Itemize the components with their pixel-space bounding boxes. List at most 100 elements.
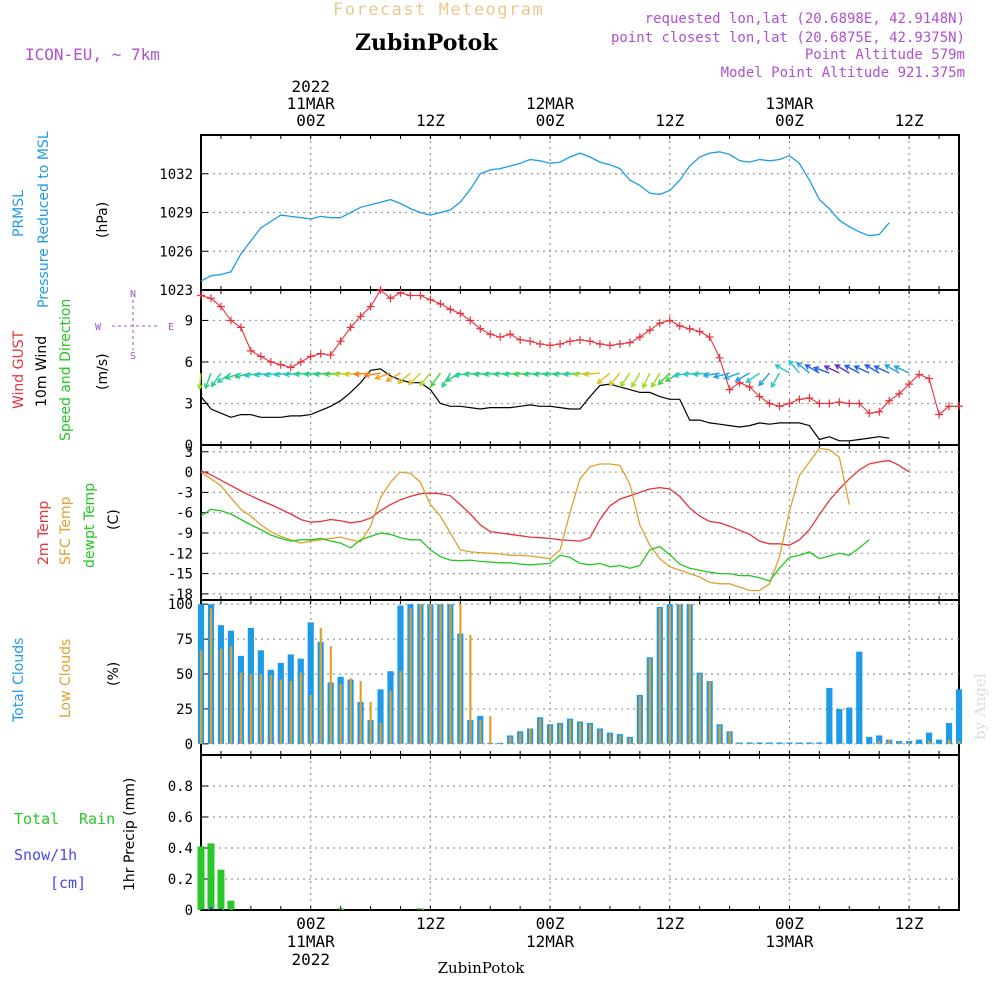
low-cloud-bar bbox=[549, 725, 552, 744]
gust-marker bbox=[546, 341, 555, 350]
gust-marker bbox=[386, 294, 395, 303]
wind-arrow bbox=[204, 372, 212, 390]
wind-arrow bbox=[734, 372, 750, 382]
wind-arrow bbox=[796, 361, 810, 374]
low-cloud-bar bbox=[888, 739, 891, 744]
gust-marker bbox=[376, 286, 385, 294]
total-cloud-bar bbox=[866, 736, 873, 744]
gust-marker bbox=[446, 305, 455, 314]
wind-arrow bbox=[758, 372, 771, 387]
total-cloud-bar bbox=[906, 741, 913, 744]
gust-line bbox=[200, 289, 959, 416]
low-cloud-bar bbox=[638, 696, 642, 744]
low-cloud-bar bbox=[678, 604, 681, 744]
rain-bar bbox=[337, 908, 345, 910]
bottom-axis-label: 11MAR bbox=[287, 932, 336, 951]
low-cloud-bar bbox=[429, 604, 432, 744]
dewpt-line bbox=[200, 508, 870, 582]
wind-arrow bbox=[562, 371, 581, 378]
low-cloud-bar bbox=[718, 725, 721, 744]
wind-arrow bbox=[532, 371, 551, 378]
total-cloud-bar bbox=[796, 742, 803, 744]
total-cloud-bar bbox=[846, 707, 853, 744]
wind-arrow bbox=[582, 371, 601, 378]
total-cloud-bar bbox=[916, 739, 923, 744]
gust-marker bbox=[426, 295, 435, 304]
temp-ytick-label: -6 bbox=[176, 506, 193, 522]
total-label: Total bbox=[14, 810, 59, 828]
wind-arrow bbox=[812, 366, 830, 374]
low-cloud-bar bbox=[449, 604, 452, 744]
point-altitude: Point Altitude 579m bbox=[805, 47, 965, 63]
wind-arrow bbox=[343, 371, 361, 378]
gust-marker bbox=[795, 395, 804, 404]
wind-arrow bbox=[596, 372, 611, 385]
gust-marker bbox=[835, 398, 844, 407]
wind-arrow bbox=[374, 372, 391, 380]
bottom-axis-label: 12Z bbox=[655, 914, 684, 933]
gust-marker bbox=[635, 333, 644, 342]
wind-arrow bbox=[462, 371, 481, 378]
precip-ytick-label: 0.2 bbox=[168, 872, 193, 888]
low-cloud-bar bbox=[708, 680, 711, 744]
wind-arrow bbox=[893, 365, 910, 374]
wind-arrow bbox=[397, 372, 411, 385]
plot-layer: 10231026102910320369-18-15-12-9-6-303025… bbox=[159, 134, 963, 919]
total-cloud-bar bbox=[935, 739, 943, 744]
low-cloud-bar bbox=[928, 741, 931, 744]
snow-label: Snow/1h bbox=[14, 846, 77, 864]
gust-marker bbox=[346, 323, 355, 332]
pressure-desc-label: Pressure Reduced to MSL bbox=[36, 131, 52, 308]
low-cloud-bar bbox=[409, 608, 412, 744]
rain-bar bbox=[416, 908, 424, 910]
wind-arrow bbox=[712, 372, 730, 380]
cloud-unit-label: (%) bbox=[106, 662, 122, 686]
top-axis-label: 00Z bbox=[775, 111, 804, 130]
gust-marker bbox=[366, 302, 375, 311]
total-cloud-bar bbox=[896, 741, 903, 744]
gust-marker bbox=[595, 339, 604, 348]
wind-arrow bbox=[864, 364, 880, 374]
gust-marker bbox=[556, 339, 565, 348]
gust-marker bbox=[276, 360, 285, 369]
speed-dir-label: Speed and Direction bbox=[58, 299, 74, 441]
low-cloud-bar bbox=[628, 738, 632, 744]
wind-arrow bbox=[522, 371, 541, 378]
pressure-labels: PRMSL Pressure Reduced to MSL (hPa) bbox=[11, 131, 111, 308]
low-cloud-bar bbox=[339, 683, 342, 744]
wind-arrow bbox=[608, 372, 621, 387]
cloud-ytick-label: 100 bbox=[168, 597, 193, 613]
low-cloud-bar bbox=[389, 690, 392, 744]
wind-arrow bbox=[472, 371, 491, 378]
wind-arrow bbox=[745, 372, 760, 384]
wind-arrow bbox=[774, 364, 790, 374]
compass-e: E bbox=[168, 322, 174, 333]
model-altitude: Model Point Altitude 921.375m bbox=[721, 65, 965, 81]
prmsl-line bbox=[200, 151, 890, 282]
low-cloud-bar bbox=[618, 735, 622, 744]
low-cloud-bar bbox=[359, 680, 362, 744]
low-cloud-bar bbox=[648, 658, 652, 744]
total-cloud-bar bbox=[776, 742, 783, 744]
low-cloud-bar bbox=[898, 742, 901, 744]
snow-bar bbox=[209, 906, 213, 910]
bottom-axis-label: 2022 bbox=[291, 950, 330, 969]
low-cloud-bar bbox=[369, 701, 372, 744]
wind-arrow bbox=[492, 371, 511, 378]
rain-bar bbox=[217, 869, 225, 910]
low-cloud-bar bbox=[239, 672, 243, 744]
wind-arrow bbox=[303, 371, 321, 378]
wind-arrow bbox=[430, 372, 441, 388]
wind-arrow bbox=[313, 371, 331, 378]
temp-labels: 2m Temp SFC Temp dewpt Temp (C) bbox=[36, 483, 122, 568]
gust-marker bbox=[286, 363, 295, 372]
wind10m-line bbox=[200, 368, 890, 442]
low-cloud-bar bbox=[289, 680, 292, 744]
gust-marker bbox=[576, 335, 584, 344]
gust-marker bbox=[945, 402, 954, 411]
wind-arrow bbox=[572, 371, 591, 378]
total-cloud-bar bbox=[307, 622, 314, 744]
